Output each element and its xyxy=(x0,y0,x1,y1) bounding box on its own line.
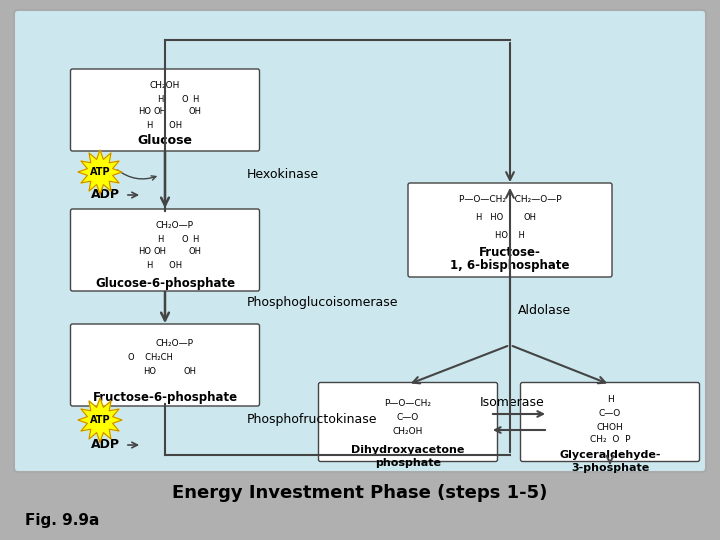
Text: CHOH: CHOH xyxy=(597,423,624,433)
Text: OH: OH xyxy=(189,107,202,117)
Text: H: H xyxy=(192,96,198,105)
Text: P—O—CH₂   CH₂—O—P: P—O—CH₂ CH₂—O—P xyxy=(459,195,562,205)
Text: CH₂O—P: CH₂O—P xyxy=(156,339,194,348)
Text: 1, 6-bisphosphate: 1, 6-bisphosphate xyxy=(450,259,570,272)
FancyBboxPatch shape xyxy=(318,382,498,462)
Text: Glucose: Glucose xyxy=(138,133,192,146)
FancyBboxPatch shape xyxy=(14,10,706,472)
Text: ADP: ADP xyxy=(91,188,120,201)
Text: C—O: C—O xyxy=(397,414,419,422)
Text: H   HO: H HO xyxy=(477,213,503,222)
Text: ATP: ATP xyxy=(90,167,110,177)
Text: OH: OH xyxy=(153,107,166,117)
Text: HO: HO xyxy=(143,368,156,376)
Polygon shape xyxy=(78,398,122,442)
Text: ADP: ADP xyxy=(91,438,120,451)
Text: O: O xyxy=(181,96,189,105)
Text: P—O—CH₂: P—O—CH₂ xyxy=(384,400,431,408)
Text: HO: HO xyxy=(138,247,151,256)
Text: H: H xyxy=(192,235,198,245)
Text: CH₂O—P: CH₂O—P xyxy=(156,220,194,230)
Text: Phosphofructokinase: Phosphofructokinase xyxy=(247,414,377,427)
Text: CH₂  O  P: CH₂ O P xyxy=(590,435,630,444)
Text: Hexokinase: Hexokinase xyxy=(247,168,319,181)
Text: OH: OH xyxy=(189,247,202,256)
FancyBboxPatch shape xyxy=(408,183,612,277)
Text: 3-phosphate: 3-phosphate xyxy=(571,463,649,473)
Text: Fig. 9.9a: Fig. 9.9a xyxy=(25,512,99,528)
Text: CH₂OH: CH₂OH xyxy=(393,428,423,436)
Polygon shape xyxy=(78,150,122,194)
FancyBboxPatch shape xyxy=(71,324,259,406)
Text: phosphate: phosphate xyxy=(375,458,441,468)
Text: ATP: ATP xyxy=(90,415,110,425)
Text: Energy Investment Phase (steps 1-5): Energy Investment Phase (steps 1-5) xyxy=(172,484,548,502)
Text: H: H xyxy=(157,235,163,245)
Text: HO    H: HO H xyxy=(495,231,525,240)
Text: HO: HO xyxy=(138,107,151,117)
Text: Glyceraldehyde-: Glyceraldehyde- xyxy=(559,450,661,460)
Text: OH: OH xyxy=(523,213,536,222)
Text: Fructose-: Fructose- xyxy=(479,246,541,259)
Text: H      OH: H OH xyxy=(148,260,183,269)
FancyBboxPatch shape xyxy=(521,382,700,462)
Text: Dihydroxyacetone: Dihydroxyacetone xyxy=(351,445,464,455)
Text: C—O: C—O xyxy=(599,409,621,418)
Text: H: H xyxy=(607,395,613,404)
Text: H: H xyxy=(157,96,163,105)
Text: Glucose-6-phosphate: Glucose-6-phosphate xyxy=(95,276,235,289)
Text: Fructose-6-phosphate: Fructose-6-phosphate xyxy=(92,392,238,404)
FancyBboxPatch shape xyxy=(71,209,259,291)
Text: OH: OH xyxy=(184,368,197,376)
Text: Phosphoglucoisomerase: Phosphoglucoisomerase xyxy=(247,296,398,309)
Text: O    CH₂CH: O CH₂CH xyxy=(127,354,172,362)
Text: H      OH: H OH xyxy=(148,120,183,130)
Text: OH: OH xyxy=(153,247,166,256)
Text: Isomerase: Isomerase xyxy=(480,395,545,408)
FancyBboxPatch shape xyxy=(71,69,259,151)
Text: Aldolase: Aldolase xyxy=(518,305,571,318)
Text: CH₂OH: CH₂OH xyxy=(150,80,180,90)
Text: O: O xyxy=(181,235,189,245)
